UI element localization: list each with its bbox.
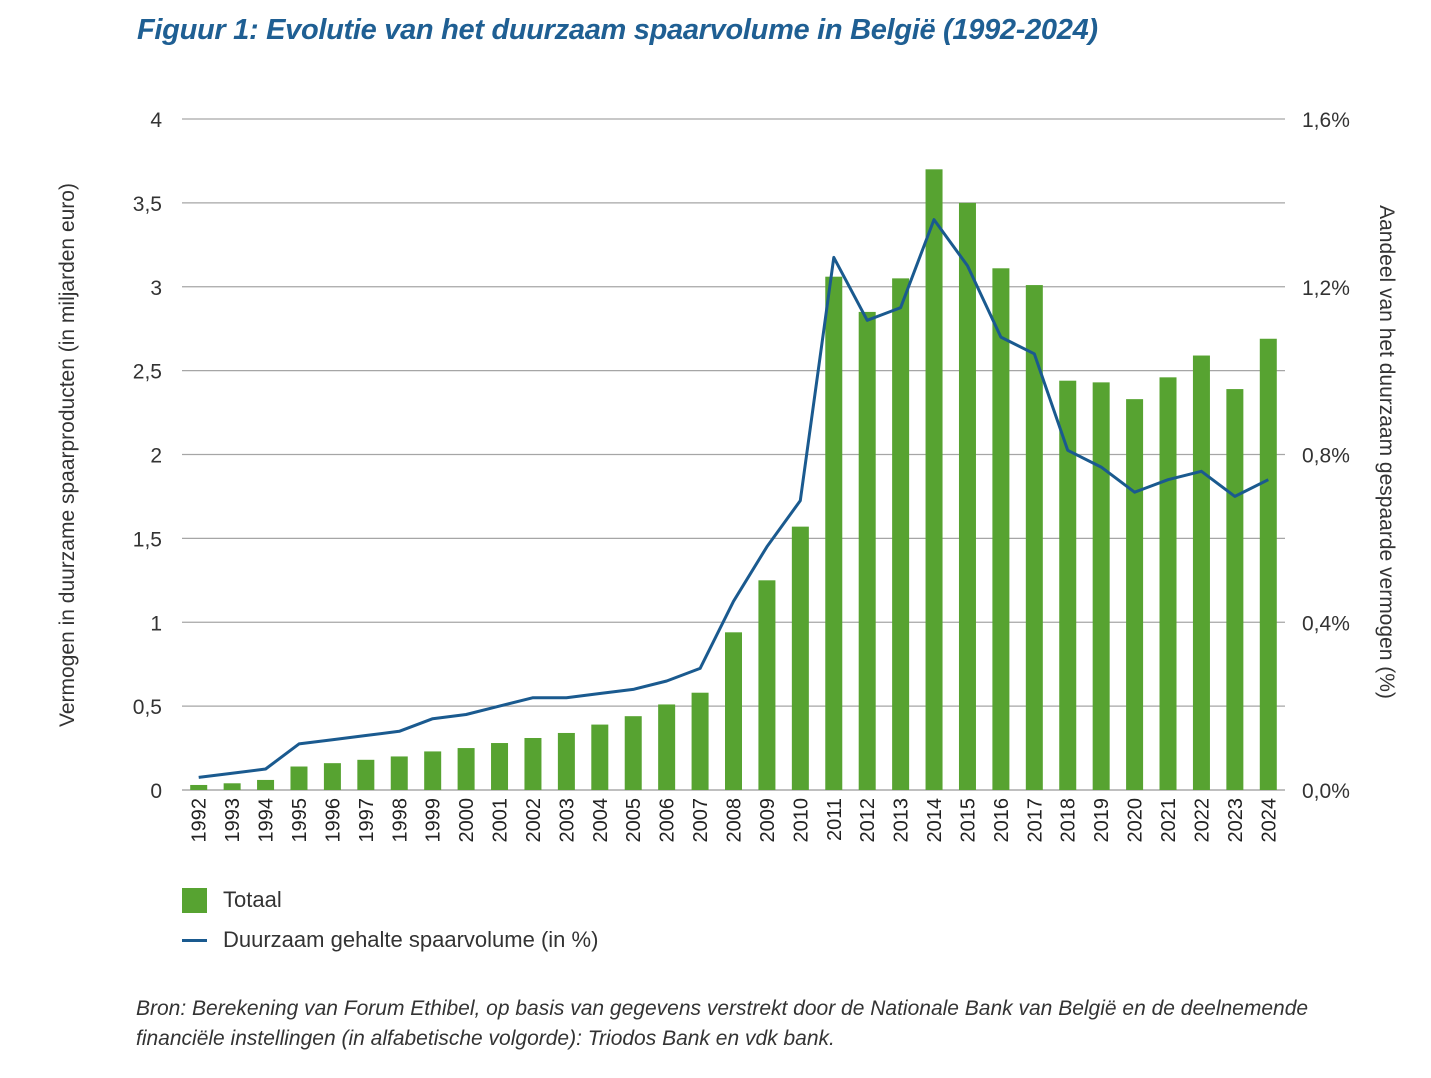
bar <box>1025 285 1043 790</box>
x-tick-label: 2021 <box>1158 798 1180 843</box>
left-axis-ticks: 0 0,5 1 1,5 2 2,5 3 3,5 4 <box>133 109 163 803</box>
bar <box>1192 355 1210 790</box>
x-tick-label: 2005 <box>623 798 645 843</box>
x-tick-label: 2010 <box>790 798 812 843</box>
x-tick-label: 2022 <box>1191 798 1213 843</box>
bar <box>557 732 575 790</box>
x-tick-label: 2017 <box>1024 798 1046 843</box>
x-tick-label: 2013 <box>891 798 913 843</box>
left-tick-label: 2,5 <box>133 361 162 384</box>
left-tick-label: 2 <box>150 445 162 468</box>
chart-title: Figuur 1: Evolutie van het duurzaam spaa… <box>137 14 1098 46</box>
bar <box>725 632 742 790</box>
x-tick-label: 2000 <box>456 798 478 843</box>
bar <box>1226 389 1244 790</box>
legend-item-totaal: Totaal <box>182 880 598 920</box>
x-tick-label: 1997 <box>356 798 378 843</box>
x-tick-label: 2016 <box>991 798 1013 843</box>
left-tick-label: 1 <box>150 612 162 635</box>
bar <box>691 692 709 790</box>
x-tick-label: 1992 <box>189 798 211 843</box>
left-tick-label: 0,5 <box>133 696 162 719</box>
bar <box>357 759 375 790</box>
bar <box>257 779 275 790</box>
left-tick-label: 1,5 <box>133 528 162 551</box>
bar <box>1126 399 1144 790</box>
legend-bar-swatch <box>182 887 207 913</box>
x-tick-label: 2020 <box>1125 798 1147 843</box>
bar <box>758 580 776 790</box>
bar <box>1259 338 1277 790</box>
legend-label: Duurzaam gehalte spaarvolume (in %) <box>223 927 599 952</box>
left-tick-label: 0 <box>150 780 162 803</box>
bar <box>1059 380 1077 790</box>
right-tick-label: 1,2% <box>1302 277 1350 300</box>
x-tick-label: 2014 <box>924 798 946 843</box>
bar <box>524 737 542 790</box>
bar <box>925 169 943 790</box>
source-note: Bron: Berekening van Forum Ethibel, op b… <box>136 997 1309 1050</box>
legend-line-swatch <box>182 938 207 942</box>
bar <box>390 756 408 790</box>
x-tick-label: 1994 <box>256 798 278 843</box>
line-series-duurzaam <box>198 218 1269 779</box>
x-tick-label: 2015 <box>957 798 979 843</box>
x-tick-label: 2012 <box>857 798 879 843</box>
bar <box>1159 377 1177 790</box>
bar <box>958 202 976 790</box>
x-tick-label: 2008 <box>724 798 746 843</box>
x-tick-label: 2004 <box>590 798 612 843</box>
legend: Totaal Duurzaam gehalte spaarvolume (in … <box>182 880 598 960</box>
right-tick-label: 0,0% <box>1302 780 1350 803</box>
bar <box>992 268 1010 790</box>
x-tick-label: 2019 <box>1091 798 1113 843</box>
x-tick-label: 2011 <box>824 798 846 841</box>
bar <box>624 716 642 790</box>
bar <box>791 526 809 790</box>
right-axis-ticks: 0,0% 0,4% 0,8% 1,2% 1,6% <box>1302 109 1350 803</box>
left-axis-label: Vermogen in duurzame spaarproducten (in … <box>56 183 79 727</box>
x-tick-label: 1993 <box>222 798 244 843</box>
right-tick-label: 0,8% <box>1302 445 1350 468</box>
x-tick-label: 2006 <box>657 798 679 843</box>
right-tick-label: 1,6% <box>1302 109 1350 132</box>
legend-label: Totaal <box>223 887 282 912</box>
left-tick-label: 4 <box>150 109 162 132</box>
bar <box>1092 382 1110 790</box>
x-tick-label: 2024 <box>1258 798 1280 843</box>
x-tick-label: 2001 <box>490 798 512 843</box>
x-tick-label: 2018 <box>1058 798 1080 843</box>
right-axis-label: Aandeel van het duurzaam gespaarde vermo… <box>1375 205 1398 699</box>
x-tick-label: 2002 <box>523 798 545 843</box>
bar <box>190 784 208 790</box>
left-tick-label: 3 <box>150 277 162 300</box>
x-tick-label: 1998 <box>389 798 411 843</box>
x-tick-label: 2003 <box>556 798 578 843</box>
bar <box>658 704 676 790</box>
x-tick-label: 1999 <box>423 798 445 843</box>
bar <box>825 276 843 790</box>
bar <box>323 763 341 790</box>
bar <box>223 783 241 790</box>
x-tick-label: 2007 <box>690 798 712 843</box>
bar <box>858 311 876 790</box>
bar <box>892 278 910 790</box>
bar <box>457 748 475 790</box>
x-tick-label: 2023 <box>1225 798 1247 843</box>
legend-item-duurzaam: Duurzaam gehalte spaarvolume (in %) <box>182 920 598 960</box>
right-tick-label: 0,4% <box>1302 612 1350 635</box>
bar-series-totaal <box>190 169 1277 790</box>
bar <box>290 766 308 790</box>
bar <box>591 724 609 790</box>
x-tick-label: 1995 <box>289 798 311 843</box>
bar <box>424 751 442 790</box>
left-tick-label: 3,5 <box>133 193 162 216</box>
bar <box>491 743 509 790</box>
x-tick-label: 1996 <box>322 798 344 843</box>
x-axis-ticks: 1992 1993 1994 1995 1996 1997 1998 1999 2000 2001… <box>189 798 1281 843</box>
x-tick-label: 2009 <box>757 798 779 843</box>
